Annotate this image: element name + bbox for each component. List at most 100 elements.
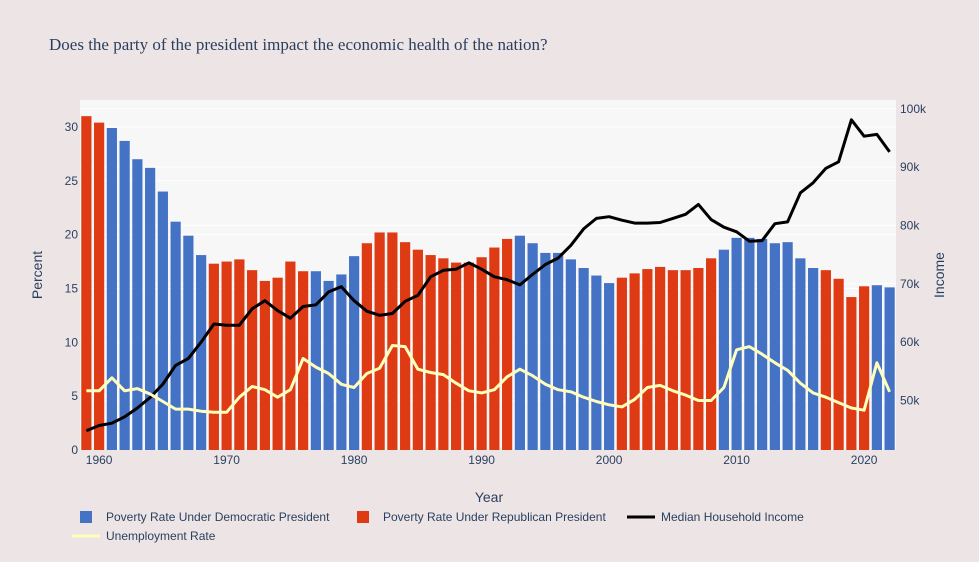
bar-republican <box>247 270 258 450</box>
lines <box>85 118 891 433</box>
legend-item-democratic: Poverty Rate Under Democratic President <box>80 510 330 524</box>
bar-democratic <box>145 167 156 450</box>
bar-democratic <box>731 237 742 450</box>
y-tick-label: 15 <box>65 281 79 295</box>
bar-republican <box>387 232 398 450</box>
bar-democratic <box>157 191 168 451</box>
bar-democratic <box>170 221 181 450</box>
legend-item-unemployment: Unemployment Rate <box>72 529 216 543</box>
bar-republican <box>94 122 105 450</box>
bar-republican <box>285 261 296 450</box>
bar-republican <box>272 277 283 450</box>
bar-republican <box>693 268 704 450</box>
bar-republican <box>489 247 500 450</box>
bar-republican <box>680 270 691 450</box>
x-tick-label: 1970 <box>213 453 240 467</box>
bar-democratic <box>540 252 551 450</box>
bar-republican <box>81 116 92 451</box>
bar-democratic <box>336 274 347 450</box>
bar-democratic <box>718 249 729 450</box>
y2-tick-label: 50k <box>900 393 920 407</box>
bar-republican <box>616 277 627 450</box>
y-tick-label: 25 <box>65 174 79 188</box>
bar-democratic <box>757 238 768 450</box>
bar-republican <box>655 266 666 450</box>
bar-republican <box>859 286 870 450</box>
bar-democratic <box>196 255 207 450</box>
bar-republican <box>706 258 717 450</box>
x-tick-label: 2010 <box>723 453 750 467</box>
y-tick-label: 20 <box>65 228 79 242</box>
bar-republican <box>438 258 449 450</box>
y2-tick-label: 60k <box>900 335 920 349</box>
bar-democratic <box>808 268 819 450</box>
unemployment-line <box>86 344 891 414</box>
bar-democratic <box>578 268 589 450</box>
bar-republican <box>259 280 270 450</box>
legend-label: Unemployment Rate <box>106 529 216 543</box>
bar-democratic <box>565 259 576 450</box>
x-tick-label: 1980 <box>341 453 368 467</box>
legend-swatch <box>80 511 92 523</box>
y2-tick-label: 100k <box>900 102 927 116</box>
y2-ticks: 50k 60k 70k 80k 90k 100k <box>900 102 927 408</box>
bar-democratic <box>782 242 793 450</box>
y2-axis-label: Income <box>931 252 947 298</box>
bar-democratic <box>769 243 780 450</box>
bar-republican <box>463 262 474 450</box>
y2-tick-label: 80k <box>900 218 920 232</box>
bar-republican <box>412 249 423 450</box>
bar-democratic <box>744 237 755 450</box>
bar-republican <box>629 273 640 450</box>
x-tick-label: 2000 <box>596 453 623 467</box>
legend-item-republican: Poverty Rate Under Republican President <box>357 510 606 524</box>
x-ticks: 1960 1970 1980 1990 2000 2010 2020 <box>86 453 878 467</box>
bar-republican <box>208 263 219 450</box>
chart-title: Does the party of the president impact t… <box>49 35 548 54</box>
bar-democratic <box>527 243 538 450</box>
bar-republican <box>846 297 857 450</box>
bar-democratic <box>106 128 117 450</box>
x-tick-label: 1960 <box>86 453 113 467</box>
bar-democratic <box>553 252 564 450</box>
bar-democratic <box>349 256 360 450</box>
legend: Poverty Rate Under Democratic President P… <box>72 510 804 543</box>
y-tick-label: 5 <box>71 389 78 403</box>
bar-democratic <box>183 235 194 450</box>
bar-republican <box>451 262 462 450</box>
y-tick-label: 30 <box>65 120 79 134</box>
bar-republican <box>667 270 678 450</box>
y-axis-label: Percent <box>29 251 45 299</box>
bar-democratic <box>310 271 321 450</box>
bar-republican <box>361 243 372 450</box>
legend-label: Poverty Rate Under Republican President <box>383 510 606 524</box>
x-axis-label: Year <box>475 489 504 505</box>
x-tick-label: 2020 <box>851 453 878 467</box>
bar-republican <box>425 255 436 450</box>
bar-republican <box>833 278 844 450</box>
bar-republican <box>476 257 487 450</box>
bar-democratic <box>514 235 525 450</box>
bar-democratic <box>795 258 806 450</box>
bar-democratic <box>132 159 143 450</box>
bar-republican <box>820 270 831 450</box>
x-tick-label: 1990 <box>468 453 495 467</box>
bar-democratic <box>884 287 895 450</box>
bar-democratic <box>604 283 615 450</box>
bar-democratic <box>591 275 602 450</box>
bar-republican <box>502 238 513 450</box>
bar-republican <box>234 259 245 450</box>
y2-tick-label: 70k <box>900 277 920 291</box>
y-tick-label: 10 <box>65 335 79 349</box>
bar-democratic <box>323 280 334 450</box>
y-tick-label: 0 <box>71 443 78 457</box>
legend-label: Median Household Income <box>661 510 804 524</box>
y2-tick-label: 90k <box>900 160 920 174</box>
legend-item-income: Median Household Income <box>627 510 804 524</box>
income-line <box>85 118 891 433</box>
legend-swatch <box>357 511 369 523</box>
y-ticks: 0 5 10 15 20 25 30 <box>65 120 79 457</box>
bar-democratic <box>119 140 130 450</box>
bar-republican <box>374 232 385 450</box>
